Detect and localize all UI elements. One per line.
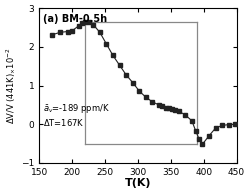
Text: $\bar{a}_{v}$=-189 ppm/K: $\bar{a}_{v}$=-189 ppm/K [42,102,110,115]
Text: (a) BM-0.5h: (a) BM-0.5h [42,14,107,24]
Y-axis label: $\Delta$V/V (441K)$_{\times}10^{-2}$: $\Delta$V/V (441K)$_{\times}10^{-2}$ [5,47,18,124]
Text: $\Delta$T=167K: $\Delta$T=167K [42,117,84,128]
X-axis label: T(K): T(K) [125,178,151,188]
